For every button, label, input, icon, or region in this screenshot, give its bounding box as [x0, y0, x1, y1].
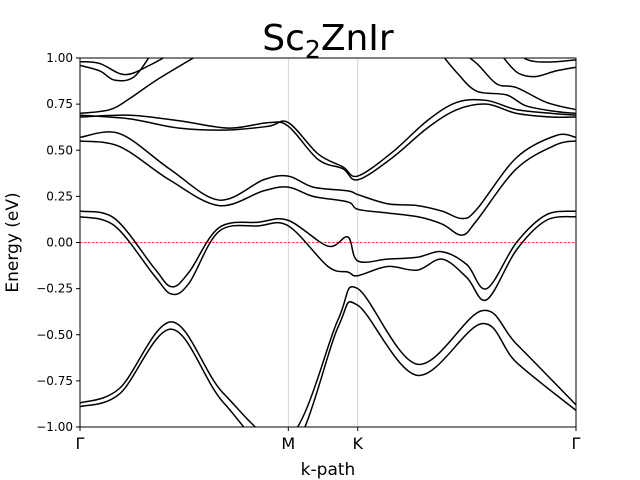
band-line-6	[80, 131, 576, 220]
k-point-label: M	[281, 434, 295, 453]
title-subscript: 2	[305, 35, 321, 64]
k-point-label: Γ	[572, 434, 581, 453]
y-tick-label: 0.00	[46, 236, 73, 250]
band-line-14	[502, 58, 576, 78]
y-tick-label: 0.50	[46, 143, 73, 157]
y-tick-label: 1.00	[46, 51, 73, 65]
band-line-7	[80, 103, 576, 181]
band-line-8	[80, 98, 576, 178]
band-line-2	[80, 286, 576, 427]
y-axis-label: Energy (eV)	[3, 192, 23, 292]
y-tick-label: −0.50	[36, 328, 73, 342]
k-point-label: K	[353, 434, 364, 453]
band-line-3	[80, 215, 576, 302]
band-line-15	[522, 58, 576, 63]
band-line-12	[443, 58, 576, 115]
x-axis-label: k-path	[301, 460, 356, 480]
title-text-part: ZnIr	[321, 18, 394, 59]
y-axis-ticks: 1.00 0.75 0.50 0.25 0.00 −0.25 −0.50 −0.75 −1.00	[36, 51, 80, 434]
band-line-1	[80, 301, 576, 427]
y-tick-label: 0.75	[46, 97, 73, 111]
chart-title: Sc2ZnIr	[262, 18, 394, 64]
y-tick-label: −0.75	[36, 374, 73, 388]
y-tick-label: −0.25	[36, 282, 73, 296]
band-line-10	[80, 58, 165, 76]
y-tick-label: −1.00	[36, 420, 73, 434]
y-tick-label: 0.25	[46, 189, 73, 203]
band-lines	[80, 58, 576, 427]
band-line-9	[80, 58, 195, 115]
title-text-part: Sc	[262, 18, 305, 59]
k-point-label: Γ	[76, 434, 85, 453]
band-line-4	[80, 210, 576, 290]
band-line-11	[80, 58, 150, 82]
band-line-13	[468, 58, 576, 111]
band-line-5	[80, 140, 576, 236]
